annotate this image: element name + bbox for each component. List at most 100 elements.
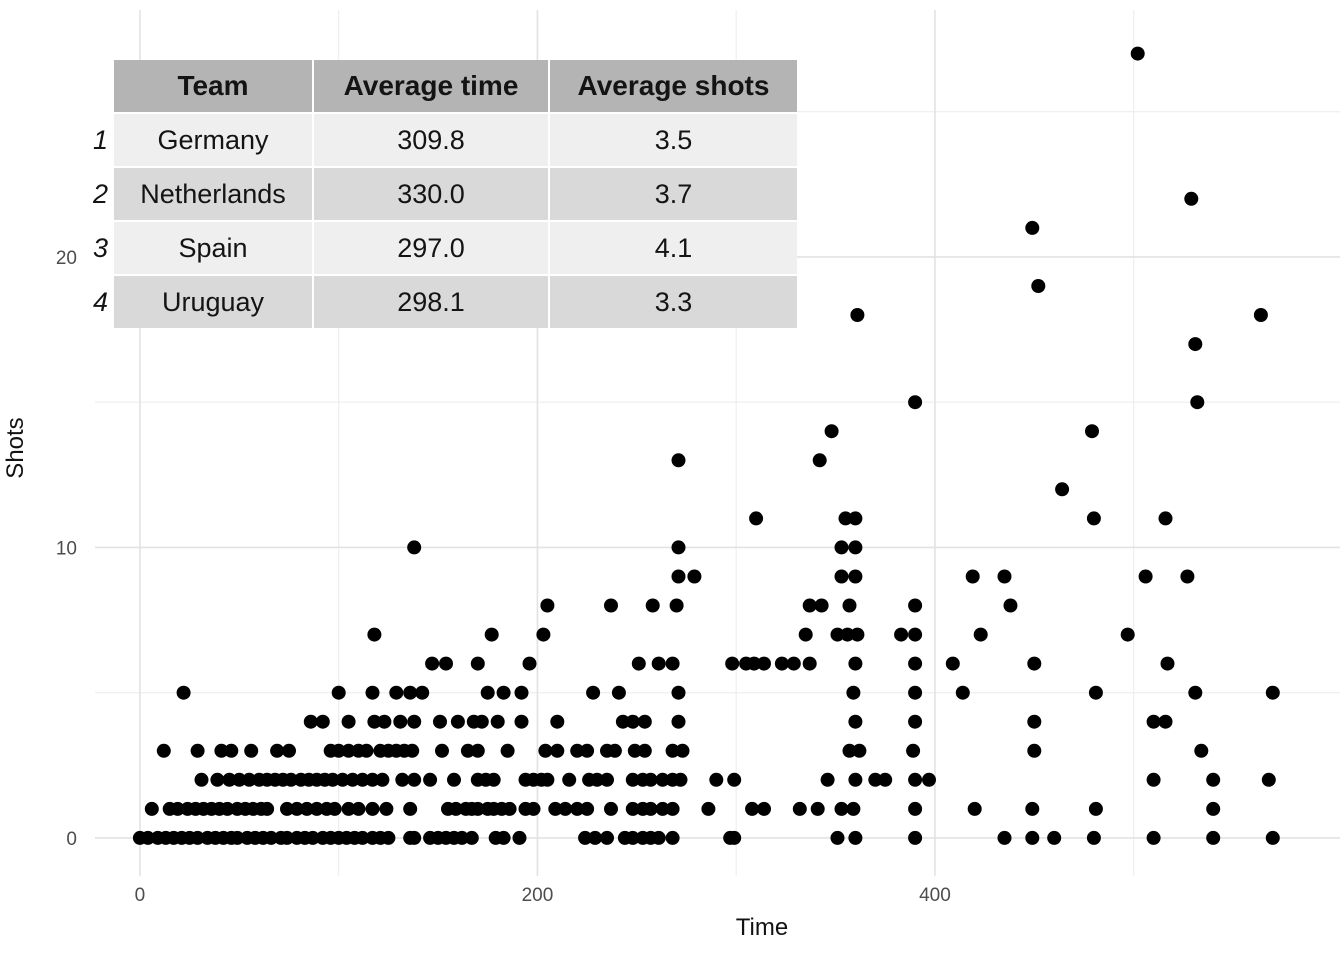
- data-point: [1146, 714, 1161, 729]
- data-point: [671, 569, 686, 584]
- data-point: [1265, 685, 1280, 700]
- data-point: [448, 801, 463, 816]
- data-point: [1088, 801, 1103, 816]
- data-point: [673, 772, 688, 787]
- data-point: [651, 830, 666, 845]
- data-point: [643, 772, 658, 787]
- data-point: [407, 540, 422, 555]
- data-point: [403, 801, 418, 816]
- data-point: [1253, 308, 1268, 322]
- data-point: [264, 830, 279, 845]
- data-point: [1085, 424, 1099, 439]
- data-point: [908, 656, 923, 671]
- data-point: [190, 743, 205, 758]
- data-point: [1180, 569, 1195, 584]
- data-point: [470, 801, 485, 816]
- data-point: [655, 801, 670, 816]
- data-point: [786, 656, 801, 671]
- table-cell-team: Netherlands: [114, 168, 312, 220]
- data-point: [220, 801, 235, 816]
- data-point: [1025, 220, 1040, 235]
- data-point: [627, 743, 642, 758]
- data-point: [812, 453, 827, 468]
- data-point: [548, 801, 563, 816]
- data-point: [701, 801, 716, 816]
- data-point: [570, 801, 585, 816]
- data-point: [393, 714, 408, 729]
- data-point: [474, 714, 489, 729]
- data-point: [651, 656, 666, 671]
- data-point: [669, 598, 684, 613]
- data-point: [381, 830, 396, 845]
- data-point: [558, 801, 573, 816]
- data-point: [484, 627, 499, 642]
- data-point: [289, 801, 304, 816]
- table-cell-avg-time: 298.1: [314, 276, 548, 328]
- data-point: [945, 656, 960, 671]
- data-point: [379, 801, 394, 816]
- y-tick-label: 10: [56, 538, 77, 559]
- data-point: [727, 772, 742, 787]
- table-corner-spacer: [86, 60, 112, 112]
- data-point: [280, 801, 294, 816]
- data-point: [1027, 656, 1042, 671]
- data-point: [1261, 772, 1276, 787]
- data-point: [631, 656, 646, 671]
- data-point: [580, 801, 595, 816]
- data-point: [820, 772, 835, 787]
- data-point: [848, 511, 863, 526]
- data-point: [447, 772, 461, 787]
- table-header-team: Team: [114, 60, 312, 112]
- table-cell-team: Uruguay: [114, 276, 312, 328]
- data-point: [908, 714, 923, 729]
- data-point: [908, 598, 923, 613]
- table-cell-avg-shots: 4.1: [550, 222, 797, 274]
- data-point: [745, 801, 760, 816]
- data-point: [824, 424, 839, 439]
- data-point: [611, 685, 626, 700]
- x-axis-title: Time: [0, 914, 1344, 942]
- data-point: [1206, 801, 1221, 816]
- data-point: [1025, 830, 1040, 845]
- data-point: [377, 714, 392, 729]
- table-row-index: 2: [92, 178, 108, 209]
- data-point: [232, 772, 247, 787]
- data-point: [850, 627, 865, 642]
- data-point: [331, 685, 346, 700]
- data-point: [335, 772, 350, 787]
- data-point: [671, 540, 686, 555]
- y-tick-label: 0: [66, 829, 77, 850]
- data-point: [514, 685, 529, 700]
- data-point: [190, 830, 205, 845]
- data-point: [550, 743, 565, 758]
- table-cell-avg-time: 309.8: [314, 114, 548, 166]
- data-point: [194, 772, 209, 787]
- data-point: [490, 714, 505, 729]
- table-row-index: 1: [92, 124, 108, 155]
- data-point: [341, 743, 356, 758]
- data-point: [460, 743, 475, 758]
- table-cell-avg-time: 297.0: [314, 222, 548, 274]
- data-point: [1158, 511, 1173, 526]
- data-point: [170, 801, 185, 816]
- data-point: [464, 830, 479, 845]
- data-point: [590, 772, 605, 787]
- data-point: [365, 685, 380, 700]
- table-cell-avg-shots: 3.3: [550, 276, 797, 328]
- data-point: [747, 656, 762, 671]
- data-point: [244, 743, 259, 758]
- data-point: [500, 743, 515, 758]
- data-point: [355, 830, 370, 845]
- data-point: [526, 801, 541, 816]
- data-point: [625, 830, 640, 845]
- data-point: [834, 569, 849, 584]
- table-header-avg-shots: Average shots: [550, 60, 797, 112]
- data-point: [345, 772, 360, 787]
- table-cell-team: Germany: [114, 114, 312, 166]
- data-point: [848, 656, 863, 671]
- data-point: [774, 656, 789, 671]
- data-point: [725, 656, 740, 671]
- data-point: [496, 830, 511, 845]
- data-point: [687, 569, 702, 584]
- data-point: [604, 598, 618, 613]
